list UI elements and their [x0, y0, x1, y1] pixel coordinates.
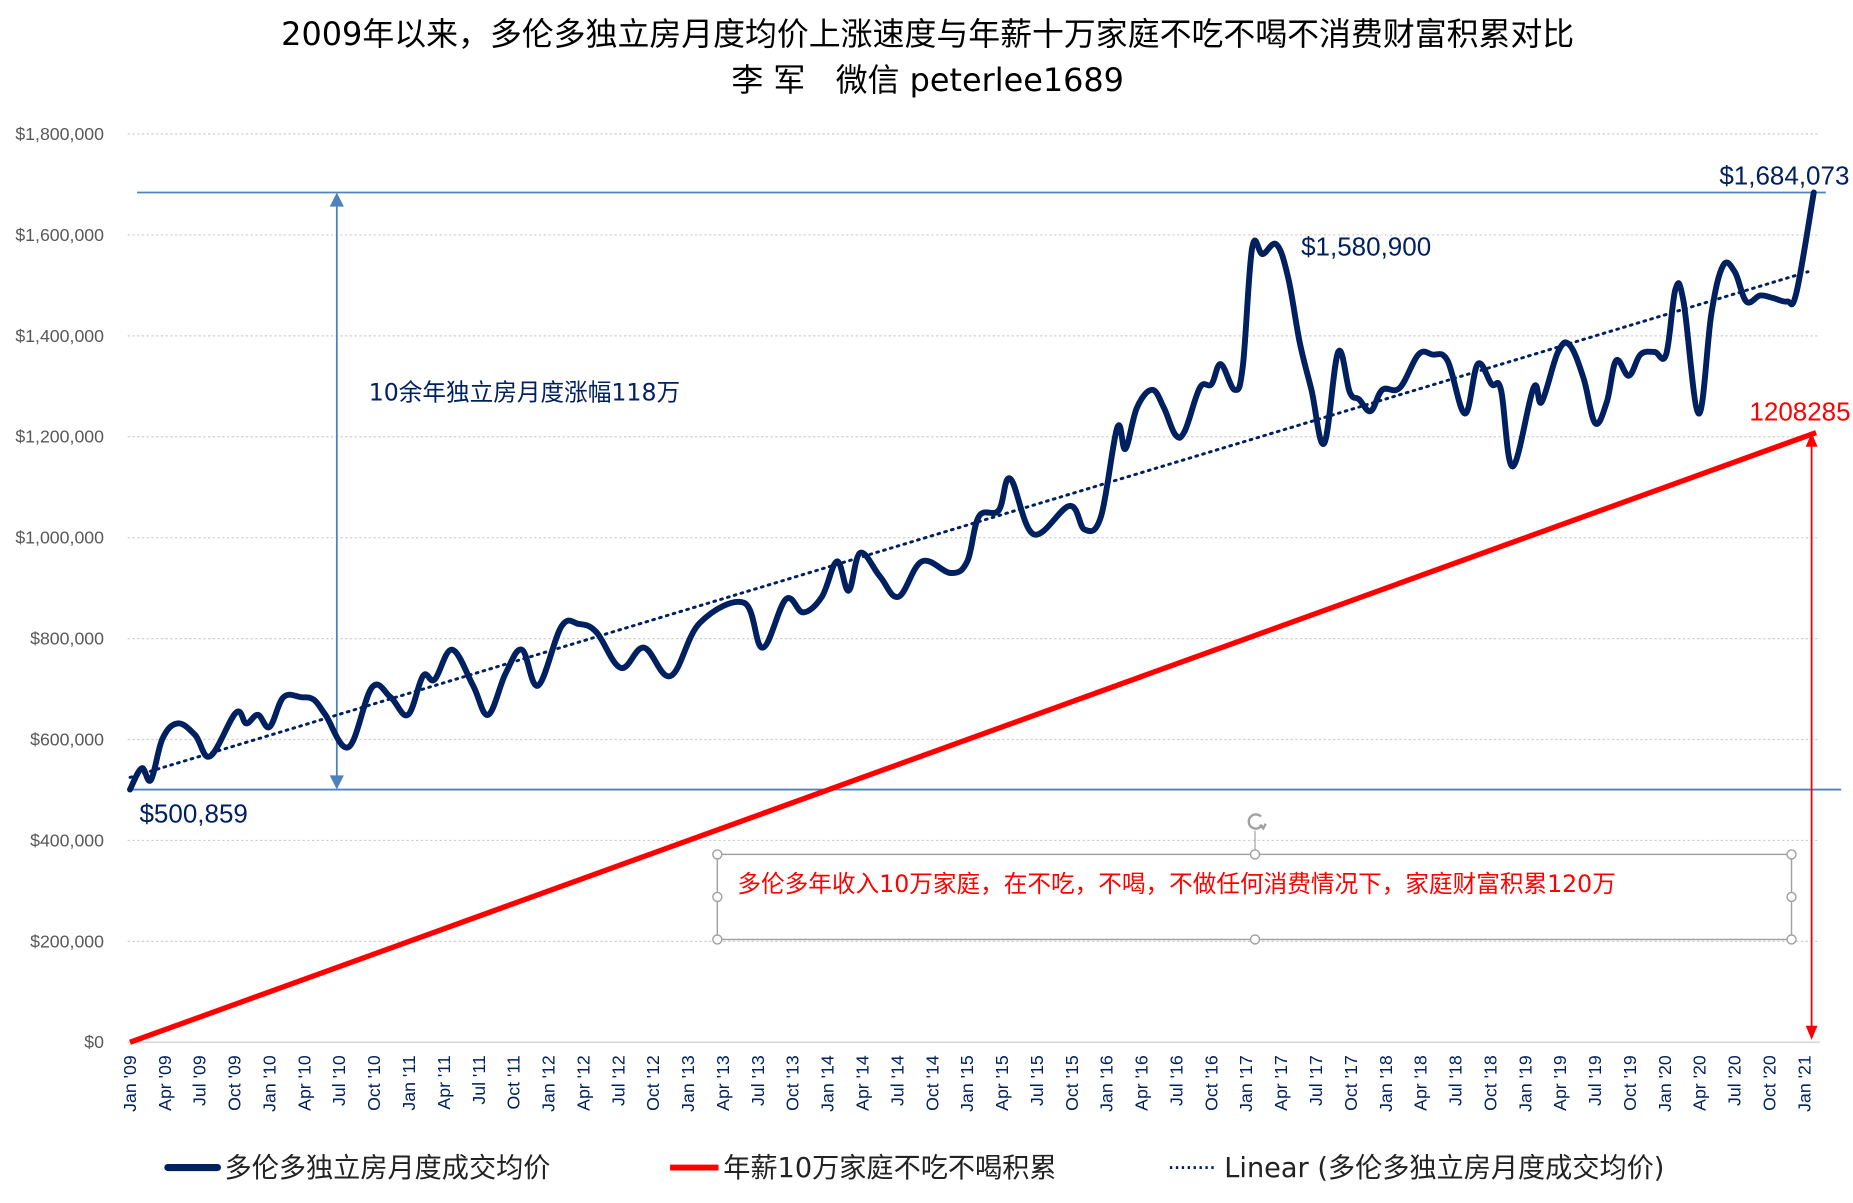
- x-tick-label: Jan '13: [678, 1055, 698, 1112]
- y-tick-label: $1,600,000: [15, 225, 104, 245]
- x-tick-label: Jan '19: [1515, 1055, 1535, 1112]
- end-value-label: $1,684,073: [1719, 160, 1849, 190]
- y-tick-label: $200,000: [30, 931, 104, 951]
- x-tick-label: Apr '13: [713, 1055, 733, 1111]
- arrow-head-down-icon: [329, 775, 344, 790]
- x-tick-label: Jan '11: [399, 1055, 419, 1110]
- y-tick-label: $800,000: [30, 629, 104, 649]
- chart-title: 2009年以来，多伦多独立房月度均价上涨速度与年薪十万家庭不吃不喝不消费财富积累…: [281, 15, 1574, 53]
- resize-handle[interactable]: [1249, 849, 1261, 860]
- resize-handle[interactable]: [712, 849, 723, 860]
- x-tick-label: Jan '14: [818, 1055, 838, 1112]
- x-tick-label: Oct '15: [1062, 1055, 1082, 1111]
- arrow-head-up-icon: [329, 192, 344, 207]
- x-tick-label: Oct '14: [922, 1055, 942, 1111]
- x-tick-label: Apr '16: [1132, 1055, 1152, 1111]
- x-tick-label: Apr '19: [1550, 1055, 1570, 1111]
- x-tick-label: Jul '17: [1306, 1055, 1326, 1106]
- resize-handle[interactable]: [1786, 849, 1797, 860]
- x-tick-label: Apr '11: [434, 1055, 454, 1109]
- x-tick-label: Jul '12: [608, 1055, 628, 1106]
- chart-subtitle: 李 军 微信 peterlee1689: [731, 61, 1124, 99]
- x-tick-label: Apr '14: [853, 1055, 873, 1111]
- y-tick-label: $0: [84, 1032, 104, 1052]
- resize-handle[interactable]: [712, 891, 723, 903]
- legend-label-savings: 年薪10万家庭不吃不喝积累: [723, 1153, 1056, 1184]
- x-tick-label: Jan '17: [1236, 1055, 1256, 1112]
- y-tick-label: $1,800,000: [15, 124, 104, 144]
- legend-label-trend: Linear (多伦多独立房月度成交均价): [1224, 1153, 1664, 1184]
- resize-handle[interactable]: [1249, 934, 1261, 945]
- x-tick-label: Jul '16: [1166, 1055, 1186, 1106]
- x-tick-label: Oct '12: [643, 1055, 663, 1111]
- text-box-label: 多伦多年收入10万家庭，在不吃，不喝，不做任何消费情况下，家庭财富积累120万: [737, 870, 1615, 898]
- resize-handle[interactable]: [1786, 891, 1797, 903]
- legend: 多伦多独立房月度成交均价 年薪10万家庭不吃不喝积累 Linear (多伦多独立…: [164, 1153, 1664, 1184]
- resize-handle[interactable]: [712, 934, 723, 945]
- x-tick-label: Oct '09: [225, 1055, 245, 1111]
- x-tick-label: Jan '10: [259, 1055, 279, 1112]
- x-tick-label: Jul '14: [887, 1055, 907, 1106]
- rotate-handle-icon[interactable]: [1247, 813, 1267, 831]
- x-tick-label: Oct '17: [1341, 1055, 1361, 1111]
- x-tick-label: Oct '19: [1620, 1055, 1640, 1111]
- text-box[interactable]: 多伦多年收入10万家庭，在不吃，不喝，不做任何消费情况下，家庭财富积累120万: [712, 813, 1797, 945]
- x-tick-label: Jan '20: [1655, 1055, 1675, 1112]
- y-tick-label: $1,400,000: [15, 326, 104, 346]
- x-tick-label: Jan '16: [1097, 1055, 1117, 1112]
- x-tick-label: Apr '15: [992, 1055, 1012, 1111]
- x-tick-label: Jul '13: [748, 1055, 768, 1106]
- x-tick-label: Jan '18: [1376, 1055, 1396, 1112]
- x-tick-label: Apr '10: [294, 1055, 314, 1111]
- start-value-label: $500,859: [139, 798, 247, 828]
- trend-line: [128, 270, 1810, 779]
- x-tick-label: Jul '10: [329, 1055, 349, 1106]
- x-tick-label: Oct '18: [1480, 1055, 1500, 1111]
- y-tick-label: $1,200,000: [15, 427, 104, 447]
- savings-line: [129, 430, 1818, 1045]
- x-tick-label: Jan '09: [120, 1055, 140, 1112]
- x-tick-label: Oct '11: [504, 1055, 524, 1109]
- resize-handle[interactable]: [1786, 934, 1797, 945]
- x-tick-label: Jan '21: [1794, 1055, 1814, 1112]
- x-tick-label: Apr '18: [1411, 1055, 1431, 1111]
- arrow-head-down-icon: [1805, 1025, 1818, 1040]
- savings-end-label: 1208285: [1749, 397, 1850, 427]
- series: [127, 189, 1818, 1045]
- y-axis: $0 $200,000 $400,000 $600,000 $800,000 $1,000…: [15, 124, 104, 1052]
- arrow-head-up-icon: [1805, 432, 1818, 447]
- x-tick-label: Oct '10: [364, 1055, 384, 1111]
- x-tick-label: Apr '12: [573, 1055, 593, 1111]
- x-tick-label: Jul '18: [1446, 1055, 1466, 1106]
- x-tick-label: Jul '20: [1725, 1055, 1745, 1106]
- x-tick-label: Oct '13: [783, 1055, 803, 1111]
- x-axis: Jan '09 Apr '09 Jul '09 Oct '09 Jan '10 Apr '…: [120, 1055, 1814, 1112]
- price-line: [127, 189, 1817, 793]
- x-tick-label: Jul '09: [190, 1055, 210, 1106]
- x-tick-label: Jul '19: [1585, 1055, 1605, 1106]
- y-tick-label: $600,000: [30, 729, 104, 749]
- x-tick-label: Apr '09: [155, 1055, 175, 1111]
- x-tick-label: Oct '16: [1201, 1055, 1221, 1111]
- x-tick-label: Jan '12: [539, 1055, 559, 1112]
- x-tick-label: Oct '20: [1760, 1055, 1780, 1111]
- x-tick-label: Apr '20: [1690, 1055, 1710, 1111]
- y-tick-label: $1,000,000: [15, 528, 104, 548]
- legend-label-price: 多伦多独立房月度成交均价: [225, 1153, 551, 1184]
- data-labels: $500,859 $1,580,900 $1,684,073 1208285 10余年独…: [139, 160, 1850, 828]
- x-tick-label: Jul '15: [1027, 1055, 1047, 1106]
- x-tick-label: Apr '17: [1271, 1055, 1291, 1111]
- x-tick-label: Jan '15: [957, 1055, 977, 1112]
- annotations: 多伦多年收入10万家庭，在不吃，不喝，不做任何消费情况下，家庭财富积累120万: [127, 191, 1842, 1040]
- y-tick-label: $400,000: [30, 830, 104, 850]
- gridlines: [127, 133, 1820, 1044]
- x-tick-label: Jul '11: [469, 1055, 489, 1104]
- peak-value-label: $1,580,900: [1301, 231, 1431, 261]
- rise-annotation: 10余年独立房月度涨幅118万: [369, 379, 680, 407]
